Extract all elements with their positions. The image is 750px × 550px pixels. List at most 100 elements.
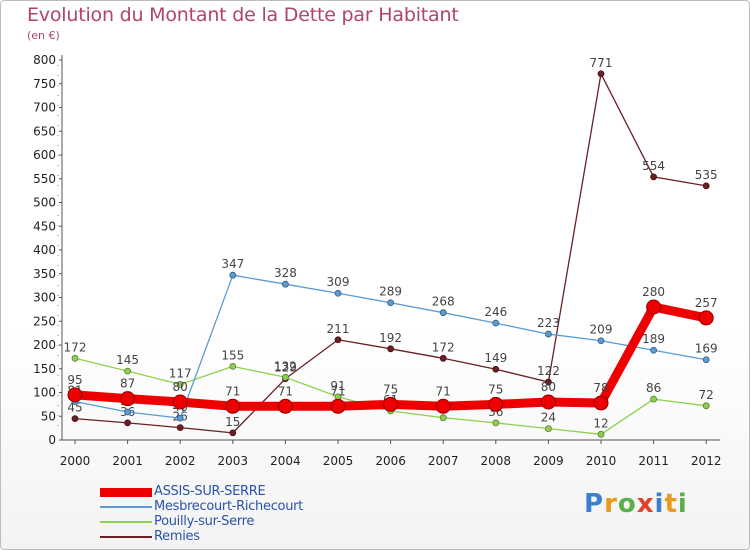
data-point-remies (597, 70, 605, 78)
data-label-assis-sur-serre: 71 (225, 384, 240, 398)
legend-label-pouilly-sur-serre: Pouilly-sur-Serre (154, 514, 255, 529)
x-tick-label: 2008 (481, 454, 512, 468)
x-tick-label: 2005 (323, 454, 354, 468)
data-point-assis-sur-serre (277, 398, 293, 414)
legend-swatch-remies (100, 536, 152, 538)
data-point-remies (650, 173, 657, 181)
data-label-pouilly-sur-serre: 24 (541, 411, 556, 425)
data-label-remies: 211 (327, 322, 350, 336)
chart-unit-label: (en €) (27, 29, 60, 42)
data-label-pouilly-sur-serre: 132 (274, 359, 297, 373)
data-label-pouilly-sur-serre: 172 (64, 340, 87, 354)
data-label-assis-sur-serre: 80 (541, 380, 556, 394)
data-label-assis-sur-serre: 80 (173, 380, 188, 394)
logo-letter: x (636, 489, 655, 519)
y-tick-label: 450 (33, 219, 56, 233)
chart-legend: ASSIS-SUR-SERRE Mesbrecourt-Richecourt Pou… (100, 484, 430, 545)
data-point-mesbrecourt-richecourt (545, 330, 552, 338)
data-label-mesbrecourt-richecourt: 268 (432, 295, 455, 309)
x-tick-label: 2004 (270, 454, 301, 468)
data-label-remies: 15 (225, 415, 240, 429)
data-point-pouilly-sur-serre (597, 430, 605, 438)
y-tick-label: 350 (33, 267, 56, 281)
data-point-assis-sur-serre (383, 396, 399, 412)
x-tick-label: 2002 (165, 454, 196, 468)
y-tick-label: 250 (33, 314, 56, 328)
data-point-assis-sur-serre (646, 299, 662, 315)
data-point-pouilly-sur-serre (124, 367, 131, 375)
data-point-mesbrecourt-richecourt (597, 337, 605, 345)
data-label-mesbrecourt-richecourt: 209 (590, 323, 613, 337)
chart-title: Evolution du Montant de la Dette par Hab… (27, 4, 459, 26)
data-label-pouilly-sur-serre: 86 (646, 381, 661, 395)
legend-item-assis-sur-serre: ASSIS-SUR-SERRE (100, 484, 430, 500)
data-point-assis-sur-serre (172, 394, 188, 410)
data-point-remies (124, 419, 131, 427)
data-label-assis-sur-serre: 280 (642, 285, 665, 299)
data-label-remies: 149 (484, 351, 507, 365)
data-label-assis-sur-serre: 87 (120, 377, 135, 391)
data-label-remies: 771 (590, 56, 613, 70)
data-label-assis-sur-serre: 71 (278, 384, 293, 398)
x-tick-label: 2012 (691, 454, 722, 468)
data-label-assis-sur-serre: 75 (383, 382, 398, 396)
data-label-mesbrecourt-richecourt: 246 (484, 305, 507, 319)
proxiti-logo: Proxiti (584, 489, 688, 519)
data-point-assis-sur-serre (540, 394, 556, 410)
y-tick-label: 100 (33, 386, 56, 400)
data-label-mesbrecourt-richecourt: 223 (537, 316, 560, 330)
y-tick-label: 800 (33, 53, 56, 67)
data-point-mesbrecourt-richecourt (492, 319, 500, 327)
y-tick-label: 500 (33, 196, 56, 210)
data-point-pouilly-sur-serre (71, 354, 79, 362)
x-tick-label: 2003 (218, 454, 249, 468)
data-point-assis-sur-serre (120, 391, 136, 407)
data-label-assis-sur-serre: 71 (436, 384, 451, 398)
data-point-assis-sur-serre (488, 396, 504, 412)
data-label-pouilly-sur-serre: 117 (169, 366, 192, 380)
data-label-remies: 122 (537, 364, 560, 378)
legend-swatch-pouilly-sur-serre (100, 521, 152, 523)
data-label-remies: 554 (642, 159, 665, 173)
data-point-mesbrecourt-richecourt (334, 289, 342, 297)
y-tick-label: 650 (33, 124, 56, 138)
data-point-assis-sur-serre (330, 398, 346, 414)
x-tick-label: 2007 (428, 454, 459, 468)
logo-letter: i (677, 489, 688, 519)
data-label-remies: 172 (432, 340, 455, 354)
data-label-mesbrecourt-richecourt: 169 (695, 342, 718, 356)
data-point-remies (439, 354, 447, 362)
legend-label-remies: Remies (154, 529, 200, 544)
y-tick-label: 750 (33, 77, 56, 91)
data-label-mesbrecourt-richecourt: 309 (327, 275, 350, 289)
data-point-remies (545, 378, 552, 386)
data-point-mesbrecourt-richecourt (439, 309, 447, 317)
data-point-assis-sur-serre (67, 387, 83, 403)
data-point-assis-sur-serre (593, 395, 609, 411)
data-point-assis-sur-serre (225, 398, 241, 414)
data-label-mesbrecourt-richecourt: 289 (379, 285, 402, 299)
legend-item-remies: Remies (100, 529, 430, 545)
data-label-assis-sur-serre: 71 (330, 384, 345, 398)
y-tick-label: 400 (33, 243, 56, 257)
data-point-mesbrecourt-richecourt (702, 356, 710, 364)
data-label-pouilly-sur-serre: 145 (116, 353, 139, 367)
data-label-assis-sur-serre: 257 (695, 296, 718, 310)
data-label-mesbrecourt-richecourt: 347 (221, 257, 244, 271)
data-point-assis-sur-serre (435, 398, 451, 414)
data-point-remies (492, 365, 500, 373)
data-label-pouilly-sur-serre: 91 (330, 379, 345, 393)
legend-item-mesbrecourt-richecourt: Mesbrecourt-Richecourt (100, 499, 430, 515)
data-label-remies: 535 (695, 168, 718, 182)
data-label-mesbrecourt-richecourt: 189 (642, 332, 665, 346)
data-point-pouilly-sur-serre (229, 362, 237, 370)
data-label-mesbrecourt-richecourt: 328 (274, 266, 297, 280)
data-point-remies (387, 345, 395, 353)
legend-item-pouilly-sur-serre: Pouilly-sur-Serre (100, 514, 430, 530)
legend-label-assis-sur-serre: ASSIS-SUR-SERRE (154, 484, 266, 499)
data-point-remies (702, 182, 710, 190)
data-point-remies (229, 429, 237, 437)
data-label-assis-sur-serre: 75 (488, 382, 503, 396)
